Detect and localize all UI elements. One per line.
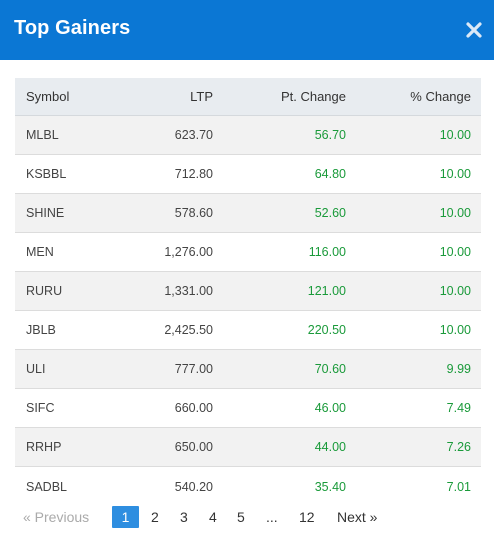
cell-ltp: 712.80 <box>174 167 213 181</box>
page-2[interactable]: 2 <box>151 509 159 525</box>
cell-pt-change: 44.00 <box>314 440 346 454</box>
cell-pct-change: 10.00 <box>439 323 471 337</box>
table-row[interactable]: SADBL 540.20 35.40 7.01 <box>15 467 481 506</box>
table-row[interactable]: ULI 777.00 70.60 9.99 <box>15 350 481 389</box>
cell-ltp: 777.00 <box>174 362 213 376</box>
cell-pct-change: 7.49 <box>446 401 471 415</box>
header-pct-change[interactable]: % Change <box>410 89 471 104</box>
close-icon[interactable] <box>464 20 484 40</box>
cell-ltp: 578.60 <box>174 206 213 220</box>
cell-pt-change: 52.60 <box>314 206 346 220</box>
cell-ltp: 1,276.00 <box>164 245 213 259</box>
page-5[interactable]: 5 <box>237 509 245 525</box>
header-ltp[interactable]: LTP <box>190 89 213 104</box>
cell-pct-change: 10.00 <box>439 245 471 259</box>
cell-pt-change: 116.00 <box>308 245 346 259</box>
cell-ltp: 650.00 <box>174 440 213 454</box>
next-link[interactable]: Next » <box>337 509 378 525</box>
cell-symbol[interactable]: SIFC <box>26 401 55 415</box>
cell-pt-change: 64.80 <box>314 167 346 181</box>
cell-pct-change: 10.00 <box>439 128 471 142</box>
cell-symbol[interactable]: SADBL <box>26 479 67 494</box>
cell-symbol[interactable]: ULI <box>26 362 46 376</box>
modal-title: Top Gainers <box>14 17 131 39</box>
previous-link[interactable]: « Previous <box>23 509 90 525</box>
table-row[interactable]: MLBL 623.70 56.70 10.00 <box>15 116 481 155</box>
cell-pct-change: 9.99 <box>446 362 471 376</box>
cell-symbol[interactable]: MEN <box>26 245 54 259</box>
table-row[interactable]: RURU 1,331.00 121.00 10.00 <box>15 272 481 311</box>
cell-symbol[interactable]: MLBL <box>26 128 59 142</box>
cell-pct-change: 7.26 <box>446 440 471 454</box>
cell-pt-change: 46.00 <box>314 401 346 415</box>
cell-pt-change: 35.40 <box>314 479 346 494</box>
cell-pct-change: 10.00 <box>439 284 471 298</box>
cell-ltp: 2,425.50 <box>164 323 213 337</box>
table-row[interactable]: RRHP 650.00 44.00 7.26 <box>15 428 481 467</box>
table-row[interactable]: SIFC 660.00 46.00 7.49 <box>15 389 481 428</box>
cell-ltp: 660.00 <box>174 401 213 415</box>
cell-ltp: 623.70 <box>174 128 213 142</box>
modal-header: Top Gainers <box>0 0 494 60</box>
table-header-row: Symbol LTP Pt. Change % Change <box>15 78 481 116</box>
page-3[interactable]: 3 <box>180 509 188 525</box>
cell-pt-change: 220.50 <box>307 323 346 337</box>
table-row[interactable]: JBLB 2,425.50 220.50 10.00 <box>15 311 481 350</box>
cell-ltp: 540.20 <box>174 479 213 494</box>
page-12[interactable]: 12 <box>299 509 315 525</box>
cell-pt-change: 121.00 <box>307 284 346 298</box>
table-row[interactable]: SHINE 578.60 52.60 10.00 <box>15 194 481 233</box>
page-ellipsis: ... <box>266 509 278 525</box>
gainers-table: Symbol LTP Pt. Change % Change MLBL 623.7… <box>15 78 481 506</box>
cell-pt-change: 56.70 <box>314 128 346 142</box>
cell-symbol[interactable]: RURU <box>26 284 63 298</box>
page-1[interactable]: 1 <box>112 506 139 528</box>
cell-symbol[interactable]: RRHP <box>26 440 62 454</box>
header-symbol[interactable]: Symbol <box>26 89 70 104</box>
cell-symbol[interactable]: JBLB <box>26 323 56 337</box>
cell-pct-change: 10.00 <box>439 167 471 181</box>
cell-ltp: 1,331.00 <box>164 284 213 298</box>
header-pt-change[interactable]: Pt. Change <box>280 89 346 104</box>
cell-symbol[interactable]: KSBBL <box>26 167 67 181</box>
cell-symbol[interactable]: SHINE <box>26 206 65 220</box>
cell-pct-change: 7.01 <box>446 479 471 494</box>
table-row[interactable]: KSBBL 712.80 64.80 10.00 <box>15 155 481 194</box>
cell-pct-change: 10.00 <box>439 206 471 220</box>
page-4[interactable]: 4 <box>209 509 217 525</box>
table-row[interactable]: MEN 1,276.00 116.00 10.00 <box>15 233 481 272</box>
cell-pt-change: 70.60 <box>314 362 346 376</box>
pagination: « Previous 1 2 3 4 5 ... 12 Next » <box>15 506 485 528</box>
